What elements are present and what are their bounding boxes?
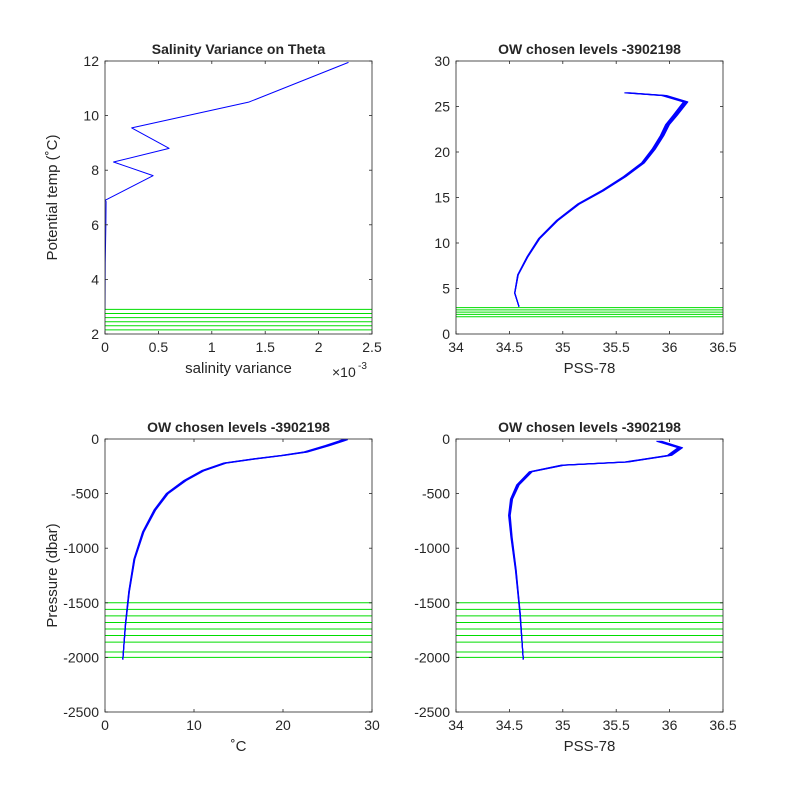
y-tick-label-2: -2000	[63, 649, 99, 665]
y-tick-label-2: -2000	[414, 649, 450, 665]
chart-title: OW chosen levels -3902198	[498, 41, 681, 57]
x-tick-label-3: 35	[555, 717, 571, 733]
x-tick-label-4: 35.5	[603, 339, 630, 355]
y-tick-label-1: -2500	[414, 704, 450, 720]
chart-panel-3: 0 10 20 30 -2500 -2000 -1500 -1000 -500 0 OW chose…	[44, 419, 380, 755]
y-tick-label-3: -1500	[63, 595, 99, 611]
x-axis-label: ˚C	[231, 738, 247, 755]
y-tick-label-1: 2	[91, 326, 99, 342]
y-tick-label-6: 0	[91, 431, 99, 447]
x-tick-label-5: 36	[662, 339, 678, 355]
x-axis-label: salinity variance	[185, 360, 292, 377]
x-tick-label-2: 0.5	[149, 339, 169, 355]
y-tick-label-2: 4	[91, 271, 99, 287]
y-tick-label-1: -2500	[63, 704, 99, 720]
chart-panel-1: 0 0.5 1 1.5 2 2.5 2 4 6 8 10 12 Salinity Variance on…	[44, 41, 382, 380]
y-tick-label-1: 0	[442, 326, 450, 342]
y-tick-label-4: 15	[434, 190, 450, 206]
axes-frame	[455, 438, 724, 713]
y-axis-label: Potential temp (˚C)	[44, 135, 61, 261]
axes-frame	[104, 438, 373, 713]
y-tick-label-3: -1500	[414, 595, 450, 611]
plot-content	[456, 92, 723, 318]
series-line-1-5	[514, 92, 689, 307]
y-tick-label-4: -1000	[414, 540, 450, 556]
x-tick-label-6: 36.5	[709, 717, 736, 733]
y-tick-label-3: 10	[434, 235, 450, 251]
y-tick-label-6: 0	[442, 431, 450, 447]
chart-panel-2: 34 34.5 35 35.5 36 36.5 0 5 10 15 20 25 30 OW chosen …	[434, 41, 736, 377]
x-tick-label-6: 2.5	[362, 339, 382, 355]
x-tick-label-5: 2	[315, 339, 323, 355]
x-tick-label-1: 34	[448, 717, 464, 733]
plot-content	[105, 439, 372, 660]
y-tick-label-6: 25	[434, 99, 450, 115]
x-tick-label-4: 35.5	[603, 717, 630, 733]
y-tick-label-3: 6	[91, 217, 99, 233]
chart-panel-4: 34 34.5 35 35.5 36 36.5 -2500 -2000 -1500 -1000 -5…	[414, 419, 737, 755]
x-tick-label-3: 20	[275, 717, 291, 733]
plot-content	[105, 61, 372, 331]
plot-area	[105, 61, 372, 334]
y-tick-label-2: 5	[442, 281, 450, 297]
x-tick-label-4: 1.5	[255, 339, 275, 355]
x-tick-label-3: 1	[208, 339, 216, 355]
x-tick-label-4: 30	[364, 717, 380, 733]
plot-area	[105, 439, 372, 712]
x-axis-label: PSS-78	[564, 360, 616, 377]
plot-area	[456, 439, 723, 712]
x-exponent-label: ×10	[332, 364, 356, 380]
y-tick-label-5: 20	[434, 144, 450, 160]
y-axis-label: Pressure (dbar)	[44, 523, 61, 627]
y-tick-label-7: 30	[434, 53, 450, 69]
plot-content	[456, 440, 723, 660]
y-tick-label-5: -500	[71, 486, 99, 502]
y-tick-label-5: -500	[422, 486, 450, 502]
y-tick-label-6: 12	[83, 53, 99, 69]
x-tick-label-2: 34.5	[496, 339, 523, 355]
y-tick-label-4: -1000	[63, 540, 99, 556]
x-tick-label-1: 0	[101, 717, 109, 733]
y-tick-label-4: 8	[91, 162, 99, 178]
x-tick-label-6: 36.5	[709, 339, 736, 355]
x-tick-label-1: 0	[101, 339, 109, 355]
x-tick-label-1: 34	[448, 339, 464, 355]
series-line-1-5	[122, 439, 348, 660]
chart-title: OW chosen levels -3902198	[498, 419, 681, 435]
x-tick-label-2: 10	[186, 717, 202, 733]
axes-frame	[104, 60, 373, 335]
chart-title: OW chosen levels -3902198	[147, 419, 330, 435]
x-exponent-power: -3	[358, 361, 367, 372]
series-line-1-5	[509, 440, 684, 660]
x-axis-label: PSS-78	[564, 738, 616, 755]
x-tick-label-3: 35	[555, 339, 571, 355]
x-tick-label-2: 34.5	[496, 717, 523, 733]
y-tick-label-5: 10	[83, 108, 99, 124]
chart-title: Salinity Variance on Theta	[152, 41, 326, 57]
x-tick-label-5: 36	[662, 717, 678, 733]
